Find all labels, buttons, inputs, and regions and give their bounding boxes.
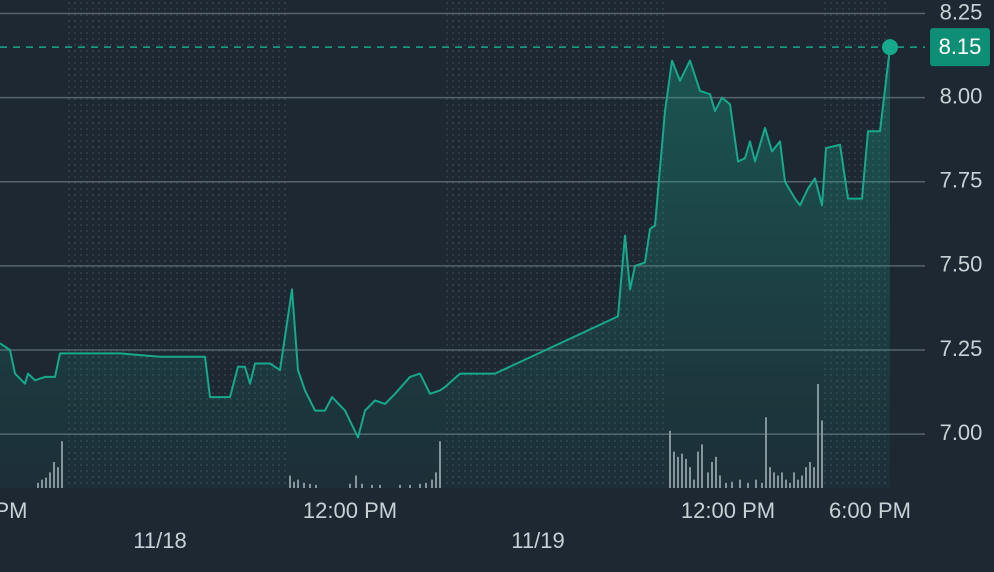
y-tick-label: 8.00	[940, 83, 983, 108]
y-tick-label: 7.25	[940, 336, 983, 361]
last-price-dot	[882, 39, 898, 56]
x-tick-label: 12:00 PM	[681, 498, 775, 523]
y-tick-label: 7.00	[940, 420, 983, 445]
x-tick-label: 6:00 PM	[829, 498, 911, 523]
day-label: 11/18	[133, 528, 186, 553]
price-area	[0, 47, 890, 488]
y-tick-label: 8.25	[940, 0, 983, 24]
y-tick-label: 7.75	[940, 168, 983, 193]
price-line	[0, 46, 891, 439]
day-label: 11/19	[511, 528, 564, 553]
last-price-tag	[930, 28, 990, 67]
x-tick-label: 12:00 PM	[303, 498, 397, 523]
last-price-label: 8.15	[939, 34, 982, 59]
x-tick-label: PM	[0, 498, 28, 523]
y-tick-label: 7.50	[940, 252, 983, 277]
